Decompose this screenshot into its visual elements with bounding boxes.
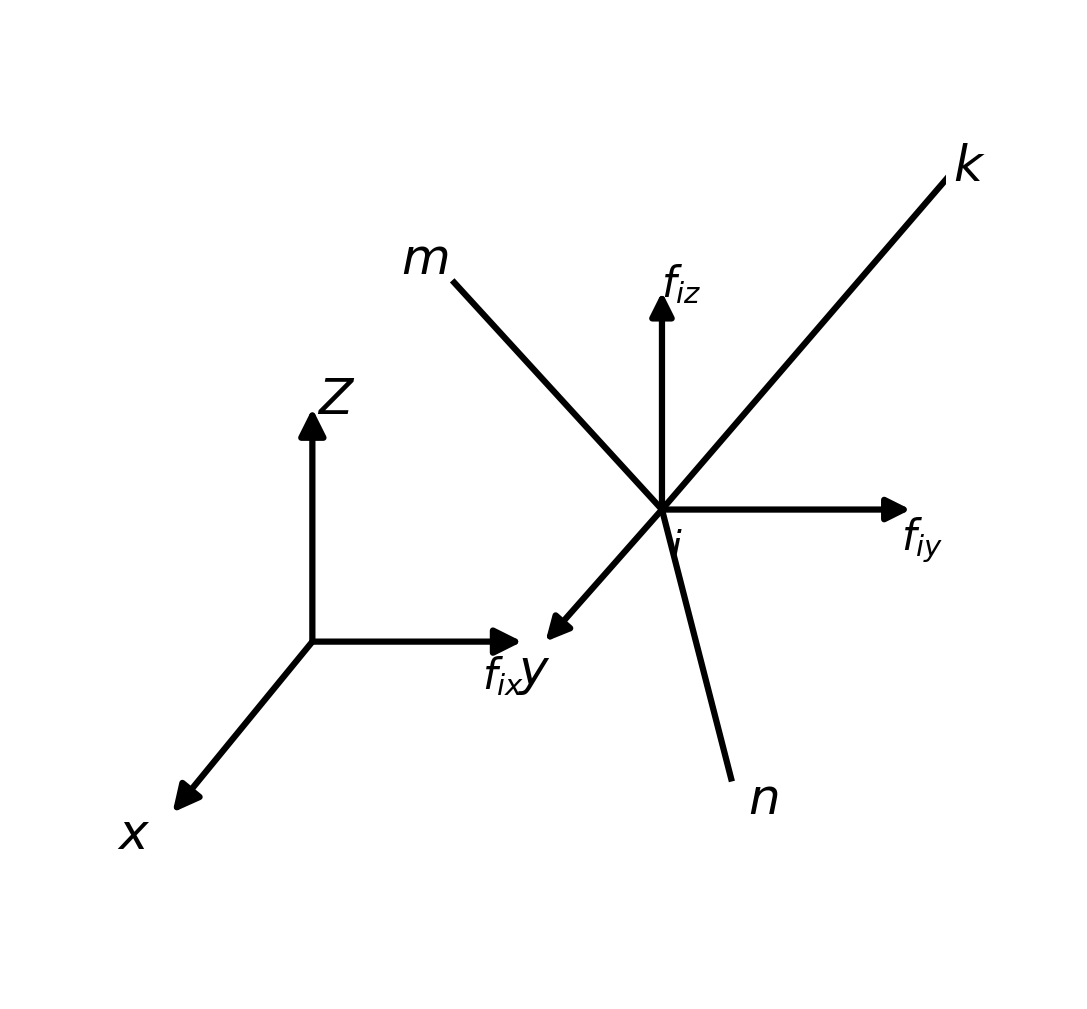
- Text: $i$: $i$: [670, 530, 683, 567]
- Text: $n$: $n$: [748, 776, 778, 825]
- Text: $y$: $y$: [517, 648, 550, 697]
- Text: $x$: $x$: [117, 811, 150, 861]
- Text: $f_{ix}$: $f_{ix}$: [482, 655, 524, 698]
- Text: $Z$: $Z$: [316, 376, 354, 425]
- Text: $k$: $k$: [952, 143, 985, 192]
- Text: $m$: $m$: [401, 236, 449, 286]
- Text: $f_{iz}$: $f_{iz}$: [661, 262, 702, 306]
- Text: $f_{iy}$: $f_{iy}$: [901, 516, 944, 565]
